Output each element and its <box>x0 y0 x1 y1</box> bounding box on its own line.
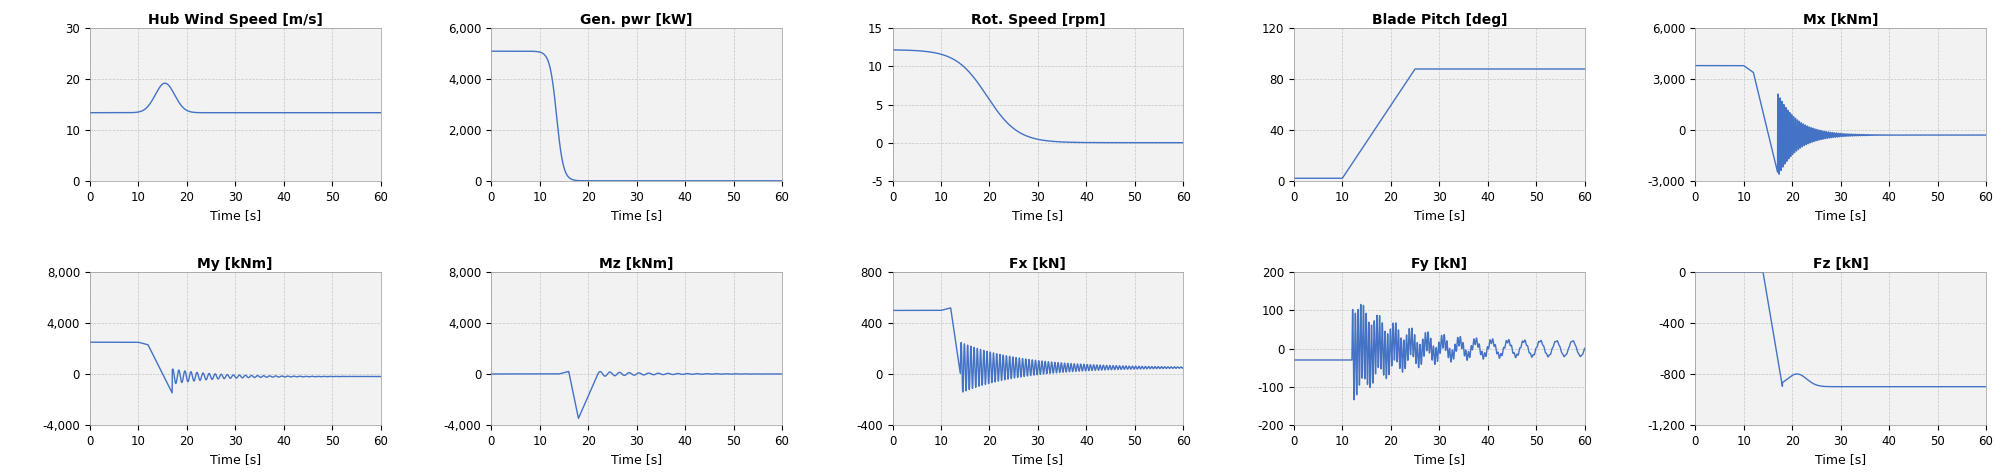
X-axis label: Time [s]: Time [s] <box>611 453 663 466</box>
X-axis label: Time [s]: Time [s] <box>1413 453 1465 466</box>
X-axis label: Time [s]: Time [s] <box>1012 453 1064 466</box>
Title: Rot. Speed [rpm]: Rot. Speed [rpm] <box>970 13 1106 27</box>
X-axis label: Time [s]: Time [s] <box>1814 209 1866 222</box>
X-axis label: Time [s]: Time [s] <box>1814 453 1866 466</box>
Title: Mz [kNm]: Mz [kNm] <box>599 257 675 271</box>
X-axis label: Time [s]: Time [s] <box>210 209 261 222</box>
Title: My [kNm]: My [kNm] <box>198 257 273 271</box>
Title: Fx [kN]: Fx [kN] <box>1010 257 1066 271</box>
Title: Fz [kN]: Fz [kN] <box>1812 257 1868 271</box>
X-axis label: Time [s]: Time [s] <box>611 209 663 222</box>
X-axis label: Time [s]: Time [s] <box>210 453 261 466</box>
Title: Fy [kN]: Fy [kN] <box>1411 257 1467 271</box>
Title: Hub Wind Speed [m/s]: Hub Wind Speed [m/s] <box>148 13 323 27</box>
X-axis label: Time [s]: Time [s] <box>1012 209 1064 222</box>
X-axis label: Time [s]: Time [s] <box>1413 209 1465 222</box>
Title: Gen. pwr [kW]: Gen. pwr [kW] <box>581 13 693 27</box>
Title: Mx [kNm]: Mx [kNm] <box>1802 13 1878 27</box>
Title: Blade Pitch [deg]: Blade Pitch [deg] <box>1371 13 1507 27</box>
